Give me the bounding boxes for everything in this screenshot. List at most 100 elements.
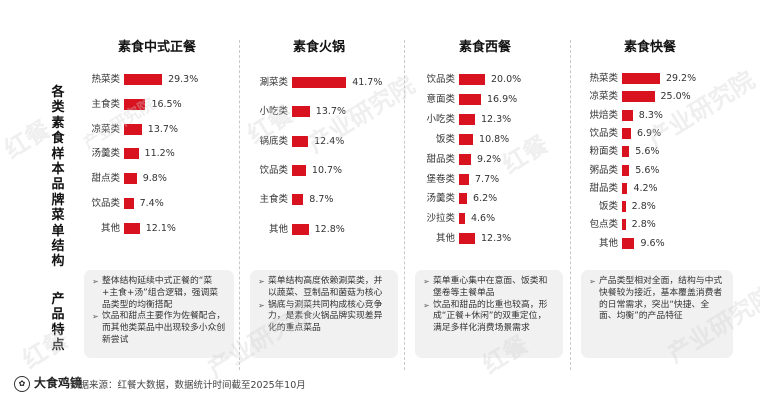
bar <box>622 127 631 139</box>
feature-bullet: 饮品和甜点主要作为佐餐配合，而其他类菜品中出现较多小众创新尝试 <box>92 311 226 346</box>
bar <box>124 74 163 85</box>
feature-bullet: 菜单重心集中在意面、饭类和堡卷等主餐单品 <box>423 276 555 300</box>
category-label: 其他 <box>598 237 618 249</box>
value-label: 12.1% <box>145 222 176 234</box>
value-label: 9.6% <box>640 237 665 249</box>
bar <box>622 219 626 231</box>
value-label: 16.9% <box>486 93 518 105</box>
chart-title: 素食火锅 <box>292 40 345 55</box>
value-label: 2.8% <box>631 219 656 231</box>
bar <box>459 153 471 165</box>
value-label: 8.7% <box>309 194 334 206</box>
category-label: 锅底类 <box>259 135 288 147</box>
value-label: 4.6% <box>470 213 496 225</box>
bar <box>459 213 465 225</box>
feature-bullet: 菜单结构高度依赖涮菜类，并以蔬菜、豆制品和菌菇为核心 <box>258 276 390 300</box>
value-label: 6.9% <box>636 127 662 139</box>
category-label: 饮品类 <box>91 198 120 209</box>
value-label: 12.3% <box>480 113 512 125</box>
category-label: 烘焙类 <box>589 109 618 121</box>
chart-title: 素食快餐 <box>623 40 676 55</box>
value-label: 16.5% <box>151 98 182 110</box>
category-label: 饮品类 <box>589 127 618 139</box>
category-label: 主食类 <box>259 194 288 206</box>
bar <box>459 113 475 125</box>
value-label: 4.2% <box>633 182 658 194</box>
bar <box>622 164 630 176</box>
chart-title: 素食西餐 <box>458 40 511 55</box>
feature-box-3: 产品类型相对全面，结构与中式快餐较为接近，基本覆盖消费者的日常需求，突出“快捷、… <box>581 270 733 358</box>
value-label: 7.7% <box>475 173 500 185</box>
feature-bullet: 饮品和甜品的比重也较高，形成“正餐+休闲”的双重定位，满足多样化消费场景需求 <box>423 300 555 335</box>
bar <box>622 146 630 158</box>
bar <box>622 73 660 84</box>
logo-icon: ✿ <box>14 375 30 392</box>
features-side-title: 产品特点 <box>51 292 65 354</box>
category-label: 饮品类 <box>426 74 455 85</box>
value-label: 6.2% <box>473 193 498 205</box>
category-label: 其他 <box>268 223 288 235</box>
bar <box>459 193 468 205</box>
value-label: 20.0% <box>491 74 522 85</box>
value-label: 13.7% <box>315 106 346 118</box>
category-label: 意面类 <box>426 93 455 105</box>
category-label: 粉面类 <box>589 146 618 158</box>
value-label: 10.8% <box>479 133 510 145</box>
data-source: 数据来源：红餐大数据，数据统计时间截至2025年10月 <box>70 380 306 391</box>
category-label: 甜品类 <box>426 153 455 165</box>
category-label: 汤羹类 <box>426 193 455 205</box>
value-label: 5.6% <box>635 146 660 158</box>
value-label: 29.2% <box>665 73 697 84</box>
bar <box>124 123 142 135</box>
category-label: 其他 <box>435 233 455 245</box>
bar <box>292 194 304 206</box>
category-label: 凉菜类 <box>589 91 618 103</box>
value-label: 10.7% <box>311 164 343 176</box>
column-separator <box>570 40 571 370</box>
bar <box>622 109 633 121</box>
value-label: 12.3% <box>480 233 512 245</box>
feature-box-2: 菜单重心集中在意面、饭类和堡卷等主餐单品 饮品和甜品的比重也较高，形成“正餐+休… <box>415 270 563 358</box>
category-label: 堡卷类 <box>426 173 455 185</box>
bar <box>124 98 146 110</box>
value-label: 8.3% <box>638 109 663 121</box>
category-label: 热菜类 <box>91 74 120 85</box>
category-label: 包点类 <box>589 219 618 231</box>
value-label: 13.7% <box>147 123 178 135</box>
bar <box>292 164 306 176</box>
value-label: 41.7% <box>352 77 383 88</box>
brand-logo: ✿ 大食鸡镜 <box>14 374 82 392</box>
value-label: 29.3% <box>168 74 199 85</box>
bar <box>459 173 469 185</box>
feature-box-0: 整体结构延续中式正餐的“菜+主食+汤”组合逻辑，强调菜品类型的均衡搭配 饮品和甜… <box>84 270 234 358</box>
category-label: 甜点类 <box>91 173 120 185</box>
category-label: 小吃类 <box>259 106 288 118</box>
value-label: 5.6% <box>635 164 660 176</box>
logo-text: 大食鸡镜 <box>34 376 83 390</box>
value-label: 12.4% <box>314 135 345 147</box>
value-label: 7.4% <box>139 198 164 209</box>
category-label: 饮品类 <box>259 164 288 176</box>
bar <box>459 93 481 105</box>
bar <box>459 133 474 145</box>
column-separator <box>404 40 405 370</box>
category-label: 汤羹类 <box>91 148 120 160</box>
value-label: 12.8% <box>314 223 345 235</box>
bar <box>292 77 347 88</box>
value-label: 2.8% <box>631 201 656 213</box>
value-label: 25.0% <box>660 91 691 103</box>
feature-bullet: 产品类型相对全面，结构与中式快餐较为接近，基本覆盖消费者的日常需求，突出“快捷、… <box>589 276 725 323</box>
category-label: 小吃类 <box>426 113 455 125</box>
chart-side-title: 各类素食样本品牌菜单结构 <box>51 85 65 270</box>
bar <box>622 237 635 249</box>
bar <box>124 198 134 209</box>
value-label: 9.8% <box>142 173 167 185</box>
category-label: 凉菜类 <box>91 123 120 135</box>
value-label: 11.2% <box>144 148 175 160</box>
bar <box>622 201 626 213</box>
category-label: 饭类 <box>598 201 618 213</box>
category-label: 甜品类 <box>589 182 618 194</box>
value-label: 9.2% <box>476 153 502 165</box>
bar <box>124 173 137 185</box>
bar <box>292 106 310 118</box>
